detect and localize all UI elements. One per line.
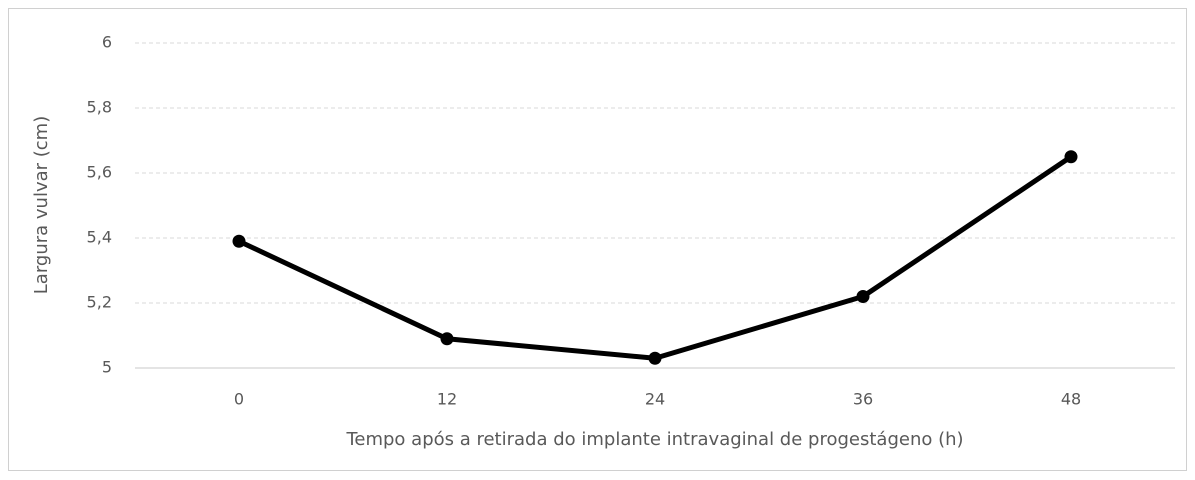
y-tick-label: 5,6: [87, 163, 112, 182]
y-tick-label: 6: [102, 33, 112, 52]
y-axis-label: Largura vulvar (cm): [31, 116, 52, 294]
y-tick-label: 5: [102, 358, 112, 377]
y-tick-label: 5,8: [87, 98, 112, 117]
x-tick-label: 0: [234, 390, 244, 409]
marker: [440, 332, 454, 346]
x-tick-label: 12: [437, 390, 457, 409]
y-tick-label: 5,4: [87, 228, 112, 247]
marker: [1064, 150, 1078, 164]
x-tick-label: 48: [1061, 390, 1081, 409]
marker: [856, 290, 870, 303]
marker: [648, 351, 662, 365]
x-axis-label: Tempo após a retirada do implante intrav…: [345, 429, 963, 450]
y-tick-label: 5,2: [87, 293, 112, 312]
chart-border: [8, 8, 1187, 471]
x-tick-label: 24: [645, 390, 665, 409]
x-tick-label: 36: [853, 390, 873, 409]
marker: [232, 234, 246, 248]
